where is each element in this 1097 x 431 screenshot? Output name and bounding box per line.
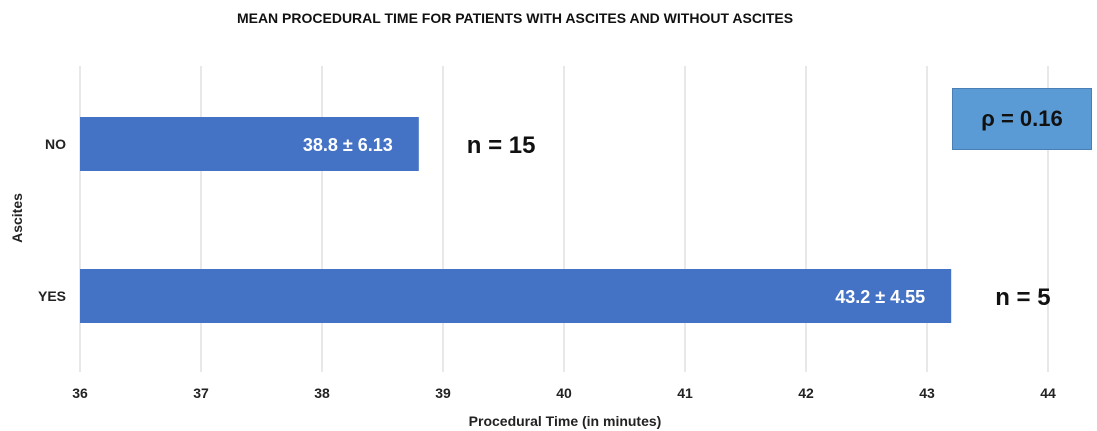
n-label: n = 5 — [995, 284, 1050, 311]
x-tick-label: 40 — [556, 385, 572, 401]
x-tick-label: 43 — [919, 385, 935, 401]
x-tick-label: 44 — [1040, 385, 1056, 401]
n-label: n = 15 — [467, 132, 536, 159]
x-tick-label: 39 — [435, 385, 451, 401]
gridlines — [79, 66, 1049, 372]
bars: 38.8 ± 6.13 n = 15 43.2 ± 4.55 n = 5 — [80, 117, 1051, 323]
x-tick-label: 38 — [314, 385, 330, 401]
x-tick-label: 42 — [798, 385, 814, 401]
category-label: NO — [45, 136, 66, 152]
bar-no — [80, 117, 419, 171]
x-tick-label: 36 — [72, 385, 88, 401]
x-tick-label: 37 — [193, 385, 209, 401]
p-value-box: ρ = 0.16 — [952, 88, 1092, 150]
x-tick-label: 41 — [677, 385, 693, 401]
chart-title: MEAN PROCEDURAL TIME FOR PATIENTS WITH A… — [236, 10, 794, 26]
category-label: YES — [38, 288, 66, 304]
category-labels: NO YES — [38, 136, 66, 304]
data-label: 43.2 ± 4.55 — [835, 287, 925, 307]
x-tick-labels: 36 37 38 39 40 41 42 43 44 — [72, 385, 1056, 401]
data-label: 38.8 ± 6.13 — [303, 135, 393, 155]
bar-yes — [80, 269, 952, 323]
y-axis-label: Ascites — [9, 193, 25, 243]
x-axis-label: Procedural Time (in minutes) — [469, 413, 662, 429]
